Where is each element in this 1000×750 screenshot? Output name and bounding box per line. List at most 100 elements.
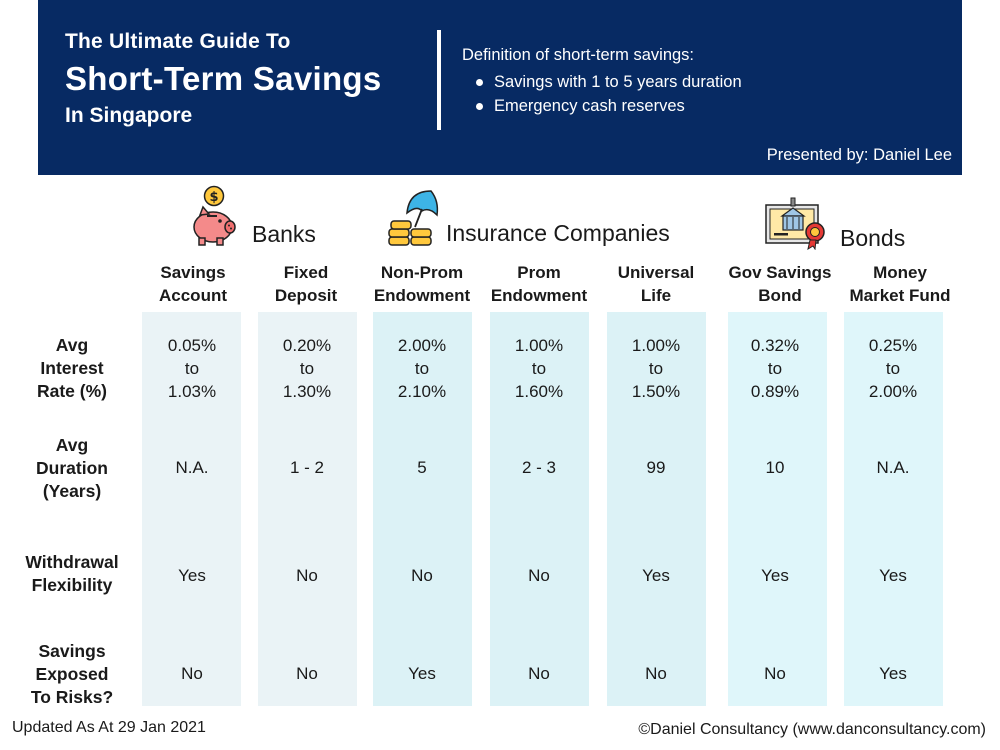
column-bg-universal-life <box>607 312 706 706</box>
cell-withdrawal: Yes <box>178 566 206 585</box>
updated-date: Updated As At 29 Jan 2021 <box>12 719 206 736</box>
cell-line: 0.89% <box>750 382 800 401</box>
cell-duration: 99 <box>646 458 666 477</box>
cell-line: 2.10% <box>397 382 447 401</box>
cell-line: to <box>184 359 200 378</box>
cell-interest-rate: 0.05% to 1.03% <box>132 334 252 403</box>
category-insurance: Insurance Companies <box>446 220 670 246</box>
header-divider <box>437 30 441 130</box>
column-bg-prom-endowment <box>490 312 589 706</box>
cell-risk: No <box>296 664 318 683</box>
column-header-prom-endowment: Prom Endowment <box>475 261 603 307</box>
column-header-universal-life: Universal Life <box>592 261 720 307</box>
row-label-line: Flexibility <box>31 575 113 595</box>
cell-interest-rate: 1.00% to 1.50% <box>596 334 716 403</box>
svg-text:$: $ <box>209 190 218 205</box>
cell-withdrawal: Yes <box>761 566 789 585</box>
cell-interest-rate: 0.32% to 0.89% <box>715 334 835 403</box>
column-header-non-prom-endowment: Non-Prom Endowment <box>358 261 486 307</box>
row-label-line: Savings <box>38 641 106 661</box>
cell-line: to <box>885 359 901 378</box>
column-header-line: Life <box>640 286 672 305</box>
cell-risk: No <box>645 664 667 683</box>
row-label-line: Rate (%) <box>36 381 107 401</box>
cell-line: to <box>648 359 664 378</box>
category-banks: Banks <box>252 221 316 247</box>
column-header-line: Bond <box>758 286 802 305</box>
column-header-money-market-fund: Money Market Fund <box>832 261 968 307</box>
header-banner: The Ultimate Guide To Short-Term Savings… <box>38 0 962 175</box>
bond-certificate-icon <box>765 197 825 250</box>
cell-risk: No <box>764 664 786 683</box>
definition-item: Savings with 1 to 5 years duration <box>474 70 742 94</box>
cell-withdrawal: No <box>528 566 550 585</box>
row-label-line: Withdrawal <box>25 552 119 572</box>
cell-line: 1.03% <box>167 382 217 401</box>
column-header-line: Fixed <box>283 263 329 282</box>
column-bg-money-market-fund <box>844 312 943 706</box>
row-label-line: To Risks? <box>30 687 114 707</box>
cell-withdrawal: No <box>411 566 433 585</box>
cell-line: 0.25% <box>868 336 918 355</box>
cell-duration: 5 <box>417 458 427 477</box>
row-label-duration: Avg Duration (Years) <box>8 434 136 503</box>
cell-risk: Yes <box>408 664 436 683</box>
presenter: Presented by: Daniel Lee <box>766 146 952 164</box>
column-bg-fixed-deposit <box>258 312 357 706</box>
cell-line: 2.00% <box>397 336 447 355</box>
column-bg-non-prom-endowment <box>373 312 472 706</box>
title-line-3: In Singapore <box>65 104 193 127</box>
cell-line: 0.20% <box>282 336 332 355</box>
cell-line: 1.60% <box>514 382 564 401</box>
cell-line: to <box>299 359 315 378</box>
row-label-line: Interest <box>40 358 104 378</box>
category-bonds: Bonds <box>840 225 906 251</box>
title-line-1: The Ultimate Guide To <box>65 30 291 53</box>
cell-line: 1.00% <box>514 336 564 355</box>
cell-risk: Yes <box>879 664 907 683</box>
row-label-line: Avg <box>55 435 89 455</box>
cell-withdrawal: Yes <box>879 566 907 585</box>
column-header-fixed-deposit: Fixed Deposit <box>242 261 370 307</box>
definition-title: Definition of short-term savings: <box>462 46 695 64</box>
column-header-line: Gov Savings <box>728 263 832 282</box>
cell-duration: N.A. <box>175 458 209 477</box>
umbrella-coins-icon <box>388 190 439 246</box>
column-bg-gov-savings-bond <box>728 312 827 706</box>
cell-interest-rate: 1.00% to 1.60% <box>479 334 599 403</box>
cell-line: 1.50% <box>631 382 681 401</box>
cell-risk: No <box>528 664 550 683</box>
column-header-line: Savings <box>160 263 226 282</box>
column-header-line: Prom <box>517 263 561 282</box>
column-header-line: Endowment <box>490 286 588 305</box>
cell-risk: No <box>181 664 203 683</box>
row-label-line: Avg <box>55 335 89 355</box>
cell-line: 0.32% <box>750 336 800 355</box>
column-header-line: Money <box>873 263 927 282</box>
row-label-withdrawal: Withdrawal Flexibility <box>8 551 136 597</box>
column-header-line: Account <box>159 286 227 305</box>
column-header-line: Universal <box>617 263 695 282</box>
column-bg-savings-account <box>142 312 241 706</box>
cell-duration: 1 - 2 <box>289 458 325 477</box>
cell-duration: 2 - 3 <box>521 458 557 477</box>
column-header-line: Deposit <box>274 286 338 305</box>
column-header-line: Non-Prom <box>380 263 464 282</box>
cell-interest-rate: 0.20% to 1.30% <box>247 334 367 403</box>
definition-item: Emergency cash reserves <box>474 94 742 118</box>
column-header-gov-savings-bond: Gov Savings Bond <box>716 261 844 307</box>
definition-list: Savings with 1 to 5 years duration Emerg… <box>474 70 742 118</box>
column-header-savings-account: Savings Account <box>129 261 257 307</box>
cell-duration: 10 <box>765 458 785 477</box>
row-label-risk: Savings Exposed To Risks? <box>8 640 136 709</box>
cell-line: to <box>414 359 430 378</box>
title-main: Short-Term Savings <box>65 60 382 97</box>
row-label-line: (Years) <box>42 481 102 501</box>
copyright: ©Daniel Consultancy (www.danconsultancy.… <box>638 721 986 738</box>
cell-interest-rate: 2.00% to 2.10% <box>362 334 482 403</box>
row-label-line: Duration <box>36 458 108 478</box>
cell-withdrawal: Yes <box>642 566 670 585</box>
cell-line: 1.30% <box>282 382 332 401</box>
row-label-line: Exposed <box>35 664 109 684</box>
cell-withdrawal: No <box>296 566 318 585</box>
